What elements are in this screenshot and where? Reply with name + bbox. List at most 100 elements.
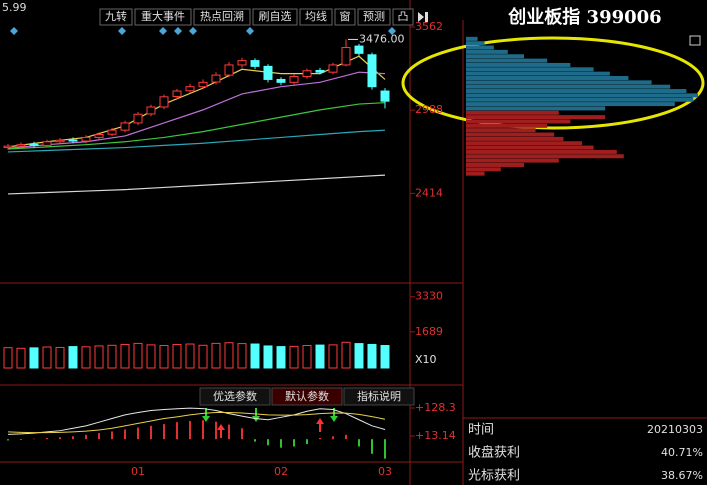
chip-bar	[466, 162, 524, 167]
chip-bar	[466, 167, 501, 172]
y-tick-label: +13.14	[415, 429, 456, 442]
highlight-ellipse	[401, 36, 705, 130]
toolbar-button[interactable]	[299, 8, 333, 26]
candle-body	[302, 70, 312, 78]
toolbar-button[interactable]	[392, 8, 414, 26]
chip-bar	[466, 93, 698, 98]
panel-icon[interactable]	[689, 35, 701, 46]
chip-bar	[466, 75, 629, 80]
indicator-tab-label: 默认参数	[285, 389, 329, 403]
info-label: 光标获利	[468, 469, 520, 484]
volume-bar	[211, 342, 221, 369]
toolbar-button-label: 预测	[363, 10, 385, 23]
volume-bar	[107, 344, 117, 369]
candle-body	[380, 90, 390, 102]
chip-bar	[466, 45, 494, 50]
volume-bar	[354, 343, 364, 369]
volume-bar	[159, 345, 169, 369]
chip-bar	[466, 158, 559, 163]
chip-bar	[466, 141, 582, 146]
chip-bar	[466, 41, 485, 46]
candle-body	[224, 64, 234, 76]
y-tick-label: 3330	[415, 290, 443, 303]
volume-bar	[289, 345, 299, 369]
info-label: 收盘获利	[468, 445, 520, 461]
toolbar-button[interactable]	[134, 8, 192, 26]
candle-body	[237, 60, 247, 66]
chip-bar	[466, 80, 652, 85]
chip-bar	[466, 106, 606, 111]
volume-bar	[172, 343, 182, 369]
indicator-tab-label: 指标说明	[357, 389, 401, 403]
indicator-tab[interactable]	[199, 387, 271, 406]
moving-average	[7, 71, 386, 149]
chip-bar	[466, 119, 571, 124]
toolbar-button[interactable]	[334, 8, 356, 26]
volume-bar	[276, 346, 286, 369]
candle-body	[120, 122, 130, 131]
toolbar-button-label: 凸	[398, 10, 409, 23]
volume-bar	[367, 343, 377, 369]
candle-body	[263, 65, 273, 80]
volume-bar	[315, 344, 325, 369]
candle-body	[185, 86, 195, 92]
candle-body	[94, 134, 104, 138]
y-tick-label: 2988	[415, 103, 443, 116]
info-value: 40.71%	[661, 446, 703, 459]
chip-bar	[466, 132, 555, 137]
annotation-label: 3476.00	[359, 32, 405, 45]
y-tick-label: 2414	[415, 186, 443, 199]
indicator-tab[interactable]	[343, 387, 415, 406]
indicator-tab[interactable]	[271, 387, 343, 406]
candle-body	[133, 113, 143, 124]
candle-body	[250, 60, 260, 67]
volume-bar	[185, 343, 195, 369]
volume-bar	[29, 347, 39, 369]
volume-bar	[263, 345, 273, 369]
volume-bar	[198, 344, 208, 369]
volume-bar	[302, 345, 312, 369]
volume-bar	[55, 346, 65, 369]
x-tick-label: 01	[131, 465, 145, 478]
chip-bar	[466, 136, 564, 141]
toolbar-button[interactable]	[99, 8, 133, 26]
volume-bar	[3, 347, 13, 369]
candle-body	[276, 78, 286, 83]
chip-bar	[466, 128, 536, 133]
chip-bar	[466, 36, 478, 41]
y-tick-label: +128.3	[415, 401, 456, 414]
info-label: 时间	[468, 423, 494, 438]
chip-bar	[466, 110, 559, 115]
chip-bar	[466, 123, 548, 128]
candle-body	[55, 139, 65, 143]
candle-body	[42, 141, 52, 146]
chip-bar	[466, 62, 571, 67]
y-tick-label: 3562	[415, 20, 443, 33]
toolbar-button-label: 热点回溯	[200, 10, 244, 23]
chip-bar	[466, 89, 687, 94]
chip-bar	[466, 154, 624, 159]
chip-bar	[466, 67, 594, 72]
candle-body	[16, 144, 26, 147]
chip-bar	[466, 115, 606, 120]
volume-bar	[16, 347, 26, 369]
candle-body	[211, 74, 221, 83]
toolbar-icon[interactable]	[418, 12, 428, 22]
toolbar-button-label: 九转	[105, 9, 127, 23]
toolbar: 九转 重大事件 热点回溯 刷自选 均线窗预测凸	[99, 8, 428, 26]
volume-bar	[42, 346, 52, 369]
toolbar-button[interactable]	[357, 8, 391, 26]
chip-bar	[466, 54, 524, 59]
y-tick-label: 1689	[415, 325, 443, 338]
chip-bar	[466, 149, 617, 154]
volume-bar	[68, 346, 78, 369]
toolbar-button-label: 均线	[305, 9, 327, 23]
indicator-line	[7, 407, 386, 435]
candle-body	[29, 143, 39, 146]
x-tick-label: 03	[378, 465, 392, 478]
info-value: 38.67%	[661, 469, 703, 482]
toolbar-button[interactable]	[252, 8, 298, 26]
y-axis-unit: X10	[415, 353, 437, 366]
toolbar-button[interactable]	[193, 8, 251, 26]
